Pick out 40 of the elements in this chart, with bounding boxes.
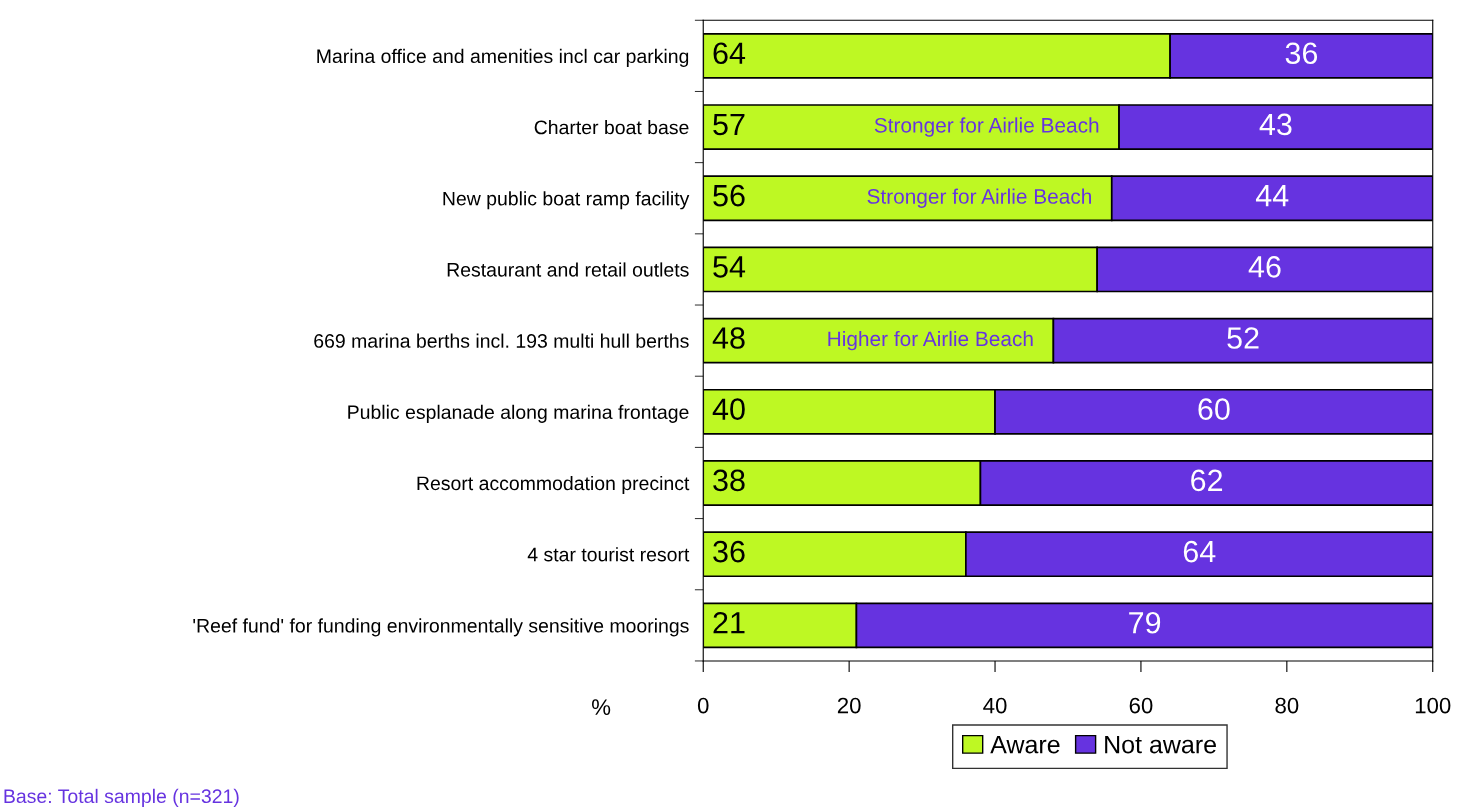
data-label: 57 [713,113,745,136]
data-label: 21 [713,611,745,634]
x-tick-label: 60 [1129,697,1153,714]
y-tick-label: Restaurant and retail outlets [447,262,689,277]
data-label: 48 [712,327,745,349]
data-label: 40 [712,398,745,421]
data-label: 44 [1255,185,1289,207]
y-tick-label: 669 marina berths incl. 193 multi hull berths [314,333,689,348]
x-tick-label: 80 [1275,697,1299,714]
y-tick-label: 4 star tourist resort [527,547,690,562]
x-axis-title: % [592,699,611,715]
data-label: 60 [1198,398,1230,421]
x-tick-label: 20 [837,697,861,714]
y-tick-label: 'Reef fund' for funding environmentally sensitive moorings [193,618,689,637]
annotation: Higher for Airlie Beach [828,330,1033,351]
x-tick-label: 0 [697,697,709,714]
y-tick-label: New public boat ramp facility [443,191,690,210]
data-label: 64 [1183,540,1216,563]
data-label: 43 [1259,113,1292,136]
data-label: 54 [713,256,746,278]
y-tick-label: Charter boat base [534,120,689,135]
data-label: 56 [713,184,745,207]
y-tick-label: Resort accommodation precinct [417,475,690,495]
data-label: 36 [713,540,745,563]
data-label: 36 [1285,42,1318,65]
data-label: 64 [713,42,746,65]
y-tick-label: Marina office and amenities incl car parking [317,48,689,67]
legend-label: Not aware [1105,735,1216,754]
text: Base: Total sample (n=321) [4,788,239,807]
y-tick-label: Public esplanade along marina frontage [348,404,689,423]
x-tick-label: 100 [1415,697,1451,714]
annotation: Stronger for Airlie Beach [874,117,1099,137]
data-label: 52 [1227,327,1259,349]
x-tick-label: 40 [983,697,1007,714]
legend-label: Aware [990,735,1060,754]
annotation: Stronger for Airlie Beach [867,188,1091,208]
data-label: 79 [1129,611,1161,634]
data-label: 62 [1191,469,1223,492]
data-label: 46 [1248,256,1281,278]
data-label: 38 [713,469,745,492]
